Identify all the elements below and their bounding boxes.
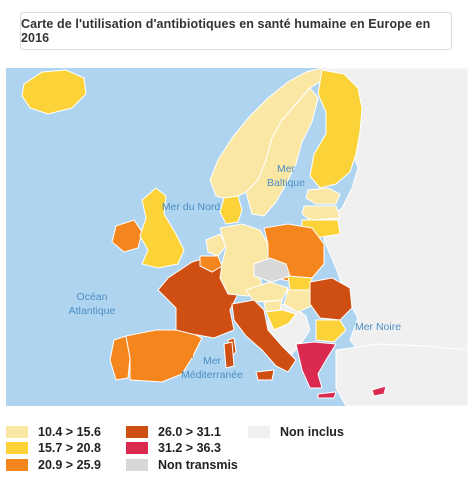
country-belgium bbox=[199, 255, 223, 273]
label-med-2: Méditerranée bbox=[181, 369, 243, 381]
legend-label-5: 31.2 > 36.3 bbox=[158, 441, 221, 455]
country-iceland bbox=[21, 69, 87, 115]
legend-item-1: 10.4 > 15.6 bbox=[6, 425, 101, 439]
legend-label-1: 10.4 > 15.6 bbox=[38, 425, 101, 439]
legend-swatch-7 bbox=[248, 426, 270, 438]
map-title: Carte de l'utilisation d'antibiotiques e… bbox=[21, 17, 431, 45]
legend-swatch-4 bbox=[126, 426, 148, 438]
legend-swatch-6 bbox=[126, 459, 148, 471]
legend-item-3: 20.9 > 25.9 bbox=[6, 458, 101, 472]
legend-swatch-2 bbox=[6, 442, 28, 454]
legend-item-2: 15.7 > 20.8 bbox=[6, 441, 101, 455]
label-north-sea: Mer du Nord bbox=[162, 201, 221, 213]
country-sicily bbox=[255, 369, 275, 381]
legend-item-4: 26.0 > 31.1 bbox=[126, 425, 221, 439]
legend-label-7: Non inclus bbox=[280, 425, 344, 439]
country-denmark bbox=[219, 195, 243, 225]
country-greece bbox=[295, 341, 337, 389]
country-romania bbox=[309, 277, 353, 321]
country-sweden bbox=[245, 87, 319, 217]
region-not-included-turkey bbox=[335, 343, 468, 406]
label-atlantic-1: Océan bbox=[77, 291, 108, 303]
label-black-sea: Mer Noire bbox=[355, 321, 401, 333]
label-atlantic-2: Atlantique bbox=[69, 305, 116, 317]
legend-swatch-5 bbox=[126, 442, 148, 454]
country-spain bbox=[125, 329, 203, 383]
country-malta bbox=[188, 354, 193, 358]
map-title-box: Carte de l'utilisation d'antibiotiques e… bbox=[20, 12, 452, 50]
country-finland bbox=[309, 69, 363, 189]
country-netherlands bbox=[205, 233, 227, 257]
country-italy bbox=[231, 299, 297, 373]
europe-map: Mer Baltique Mer du Nord Océan Atlantiqu… bbox=[6, 68, 468, 406]
label-baltic-2: Baltique bbox=[267, 177, 305, 189]
legend-label-4: 26.0 > 31.1 bbox=[158, 425, 221, 439]
country-slovakia bbox=[287, 275, 313, 291]
country-bulgaria bbox=[315, 319, 347, 343]
legend-item-6: Non transmis bbox=[126, 458, 238, 472]
legend-item-5: 31.2 > 36.3 bbox=[126, 441, 221, 455]
legend-swatch-3 bbox=[6, 459, 28, 471]
legend-label-2: 15.7 > 20.8 bbox=[38, 441, 101, 455]
country-estonia bbox=[305, 187, 341, 205]
country-crete bbox=[317, 391, 337, 399]
legend-label-6: Non transmis bbox=[158, 458, 238, 472]
country-latvia bbox=[301, 205, 341, 221]
legend-swatch-1 bbox=[6, 426, 28, 438]
country-cyprus bbox=[371, 385, 387, 397]
label-baltic-1: Mer bbox=[277, 163, 296, 175]
label-med-1: Mer bbox=[203, 355, 222, 367]
country-sardinia bbox=[223, 341, 235, 369]
country-ireland bbox=[111, 219, 143, 253]
legend-item-7: Non inclus bbox=[248, 425, 344, 439]
country-hungary bbox=[283, 289, 317, 313]
country-uk bbox=[139, 187, 185, 269]
legend-label-3: 20.9 > 25.9 bbox=[38, 458, 101, 472]
country-croatia bbox=[265, 309, 297, 331]
